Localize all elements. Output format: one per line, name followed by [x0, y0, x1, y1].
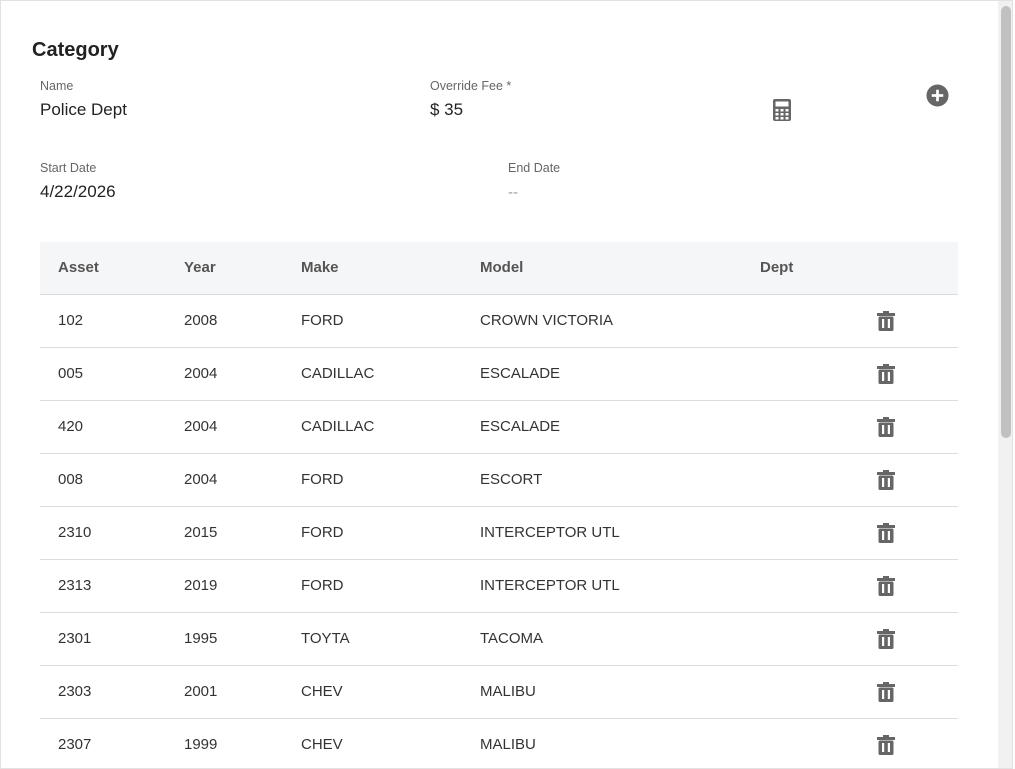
cell-asset: 2301 [58, 630, 92, 647]
table-row[interactable]: 008 2004 FORD ESCORT [40, 454, 958, 507]
table-row[interactable]: 102 2008 FORD CROWN VICTORIA [40, 295, 958, 348]
cell-make: CHEV [301, 683, 343, 700]
header-make[interactable]: Make [301, 259, 339, 276]
trash-icon[interactable] [877, 682, 895, 702]
scrollbar-thumb[interactable] [1001, 6, 1011, 438]
table-row[interactable]: 2301 1995 TOYTA TACOMA [40, 613, 958, 666]
cell-model: ESCORT [480, 471, 543, 488]
cell-year: 2008 [184, 312, 218, 329]
start-date-field[interactable]: 4/22/2026 [40, 182, 116, 201]
cell-asset: 008 [58, 471, 84, 488]
table-row[interactable]: 420 2004 CADILLAC ESCALADE [40, 401, 958, 454]
table-row[interactable]: 2307 1999 CHEV MALIBU [40, 719, 958, 768]
cell-year: 2004 [184, 365, 218, 382]
cell-make: CADILLAC [301, 365, 375, 382]
cell-make: FORD [301, 471, 344, 488]
cell-asset: 005 [58, 365, 84, 382]
end-date-label: End Date [508, 161, 561, 175]
cell-year: 2001 [184, 683, 218, 700]
trash-icon[interactable] [877, 735, 895, 755]
table-row[interactable]: 2310 2015 FORD INTERCEPTOR UTL [40, 507, 958, 560]
calculator-icon[interactable] [773, 99, 791, 121]
table-row[interactable]: 2303 2001 CHEV MALIBU [40, 666, 958, 719]
trash-icon[interactable] [877, 629, 895, 649]
trash-icon[interactable] [877, 523, 895, 543]
cell-make: CADILLAC [301, 418, 375, 435]
page-title: Category [32, 39, 119, 61]
cell-asset: 2303 [58, 683, 92, 700]
trash-icon[interactable] [877, 417, 895, 437]
header-dept[interactable]: Dept [760, 259, 794, 276]
cell-model: INTERCEPTOR UTL [480, 577, 620, 594]
cell-make: FORD [301, 577, 344, 594]
trash-icon[interactable] [877, 470, 895, 490]
cell-model: CROWN VICTORIA [480, 312, 614, 329]
override-fee-field[interactable]: $ 35 [430, 100, 464, 119]
cell-make: TOYTA [301, 630, 350, 647]
end-date-field[interactable]: -- [508, 184, 518, 201]
cell-year: 1999 [184, 736, 218, 753]
assets-table: Asset Year Make Model Dept 102 2008 FORD CR… [40, 242, 958, 768]
header-model[interactable]: Model [480, 259, 524, 276]
plus-circle-icon[interactable] [926, 84, 949, 107]
table-body: 102 2008 FORD CROWN VICTORIA 005 2004 CADILLAC… [40, 295, 958, 768]
header-asset[interactable]: Asset [58, 259, 99, 276]
header-year[interactable]: Year [184, 259, 216, 276]
name-field[interactable]: Police Dept [40, 100, 127, 119]
cell-make: CHEV [301, 736, 343, 753]
trash-icon[interactable] [877, 576, 895, 596]
cell-model: ESCALADE [480, 418, 561, 435]
cell-asset: 2310 [58, 524, 92, 541]
cell-year: 1995 [184, 630, 218, 647]
cell-model: MALIBU [480, 683, 536, 700]
table-row[interactable]: 2313 2019 FORD INTERCEPTOR UTL [40, 560, 958, 613]
cell-make: FORD [301, 312, 344, 329]
cell-model: TACOMA [480, 630, 544, 647]
start-date-label: Start Date [40, 161, 97, 175]
cell-asset: 2307 [58, 736, 92, 753]
cell-model: INTERCEPTOR UTL [480, 524, 620, 541]
trash-icon[interactable] [877, 311, 895, 331]
cell-year: 2019 [184, 577, 218, 594]
cell-model: ESCALADE [480, 365, 561, 382]
override-fee-label: Override Fee * [430, 79, 512, 93]
trash-icon[interactable] [877, 364, 895, 384]
cell-asset: 102 [58, 312, 84, 329]
cell-make: FORD [301, 524, 344, 541]
name-label: Name [40, 79, 74, 93]
cell-year: 2004 [184, 471, 218, 488]
cell-model: MALIBU [480, 736, 536, 753]
cell-asset: 2313 [58, 577, 92, 594]
cell-asset: 420 [58, 418, 84, 435]
table-row[interactable]: 005 2004 CADILLAC ESCALADE [40, 348, 958, 401]
table-header: Asset Year Make Model Dept [40, 242, 958, 295]
scrollbar[interactable] [998, 1, 1012, 768]
cell-year: 2015 [184, 524, 218, 541]
cell-year: 2004 [184, 418, 218, 435]
